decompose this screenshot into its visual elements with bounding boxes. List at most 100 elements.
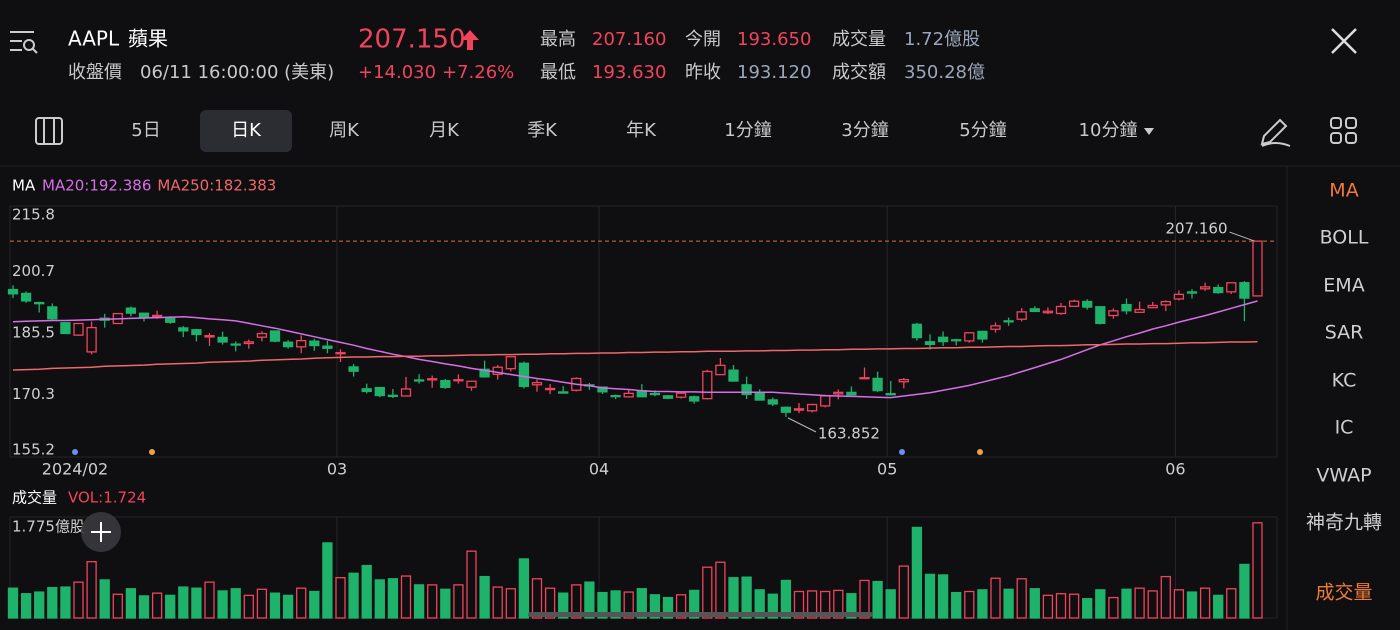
candle-body — [689, 396, 700, 402]
volume-bar — [296, 587, 307, 619]
candle-body — [204, 335, 215, 338]
sidebar-item[interactable]: 神奇九轉 — [1306, 512, 1382, 534]
volume-bar — [977, 589, 988, 619]
volume-bar — [1068, 593, 1080, 619]
volume-bar — [780, 579, 792, 619]
candle-body — [702, 370, 713, 400]
volume-bar — [1121, 588, 1132, 619]
volume-bar — [872, 580, 883, 619]
search-menu-icon[interactable] — [10, 31, 38, 54]
candle-body — [846, 391, 857, 396]
datetime: 06/11 16:00:00 (美東) — [140, 62, 334, 83]
candle-body — [518, 362, 530, 388]
y-tick-label: 185.5 — [12, 324, 55, 342]
volume-bar — [806, 590, 818, 619]
legend-entry: MA20:192.386 — [42, 177, 151, 195]
candle-body — [990, 325, 1001, 330]
volume-bar — [322, 542, 333, 619]
candle-body — [387, 394, 399, 398]
candle-body — [427, 378, 438, 381]
sidebar-item[interactable]: KC — [1332, 370, 1357, 392]
candle-body — [1095, 306, 1106, 325]
sidebar-item[interactable]: 成交量 — [1315, 582, 1372, 604]
plot-frame — [9, 205, 1278, 458]
candle-body — [86, 326, 97, 353]
candle-body — [256, 332, 268, 338]
candle-body — [1213, 286, 1224, 294]
candle-body — [924, 341, 936, 346]
legend-entry: MA250:182.383 — [157, 177, 276, 195]
candle-body — [34, 301, 45, 305]
tab[interactable]: 1分鐘 — [724, 120, 771, 141]
candle-body — [138, 312, 150, 319]
volume-bar — [335, 577, 346, 619]
candle-body — [741, 384, 752, 396]
draw-icon[interactable] — [1260, 118, 1291, 147]
volume-bar — [86, 561, 97, 619]
volume-bar — [571, 584, 582, 619]
volume-bar — [47, 586, 58, 619]
candle-body — [296, 340, 307, 348]
sidebar-item[interactable]: EMA — [1323, 275, 1364, 297]
candle-body — [479, 368, 490, 378]
tab[interactable]: 10分鐘 — [1079, 120, 1138, 141]
sidebar-item[interactable]: BOLL — [1320, 227, 1369, 249]
candle-body — [440, 380, 451, 388]
volume-bar — [1173, 589, 1185, 619]
candle-body — [243, 341, 254, 345]
volume-bar — [112, 593, 123, 619]
tab[interactable]: 年K — [626, 120, 657, 141]
volume-bar — [1134, 587, 1145, 619]
scrollbar[interactable] — [528, 612, 873, 617]
sidebar-item[interactable]: VWAP — [1316, 465, 1371, 487]
candle-body — [872, 377, 883, 392]
sidebar-item[interactable]: SAR — [1325, 322, 1364, 344]
sidebar-item[interactable]: MA — [1329, 180, 1358, 202]
stat-value: 350.28億 — [904, 62, 985, 83]
symbol: AAPL — [68, 27, 120, 51]
tab[interactable]: 季K — [527, 120, 558, 141]
tab[interactable]: 月K — [429, 120, 460, 141]
layout-toggle[interactable] — [35, 117, 63, 145]
grid-icon[interactable] — [1330, 117, 1357, 144]
volume-bar — [440, 588, 451, 619]
tab[interactable]: 5日 — [131, 120, 160, 141]
candle-body — [1173, 293, 1185, 300]
candle-body — [322, 345, 333, 349]
sidebar-item[interactable]: IC — [1335, 417, 1354, 439]
candle-body — [125, 307, 137, 314]
volume-bar — [20, 593, 32, 619]
candle-body — [662, 395, 674, 399]
volume-bar — [911, 526, 923, 619]
volume-bar — [1226, 588, 1237, 619]
volume-bar — [60, 586, 71, 619]
volume-bar — [1147, 590, 1158, 619]
tab[interactable]: 周K — [329, 120, 360, 141]
volume-bar — [951, 591, 962, 619]
candle-body — [269, 330, 281, 342]
stock-name: 蘋果 — [128, 27, 168, 51]
volume-bar — [269, 592, 281, 619]
tab[interactable]: 5分鐘 — [959, 120, 1006, 141]
y-tick-label: 215.8 — [12, 206, 55, 224]
candle-body — [610, 395, 621, 398]
volume-bar — [885, 589, 896, 619]
volume-bar — [151, 592, 163, 619]
candle-body — [178, 327, 189, 332]
candle-body — [1199, 286, 1211, 290]
close-button[interactable] — [1331, 28, 1357, 54]
candle-body — [885, 392, 896, 396]
volume-bar — [427, 584, 438, 619]
volume-bar — [492, 586, 503, 619]
volume-bar — [217, 590, 228, 619]
volume-bar — [558, 592, 569, 619]
volume-bar — [1108, 596, 1119, 619]
volume-bar — [7, 587, 19, 619]
volume-bar — [820, 590, 831, 619]
tab[interactable]: 3分鐘 — [841, 120, 888, 141]
tab[interactable]: 日K — [231, 120, 262, 141]
add-button[interactable] — [81, 512, 121, 552]
candle-body — [728, 369, 739, 382]
volume-bar — [243, 594, 254, 619]
volume-bar — [597, 591, 608, 619]
